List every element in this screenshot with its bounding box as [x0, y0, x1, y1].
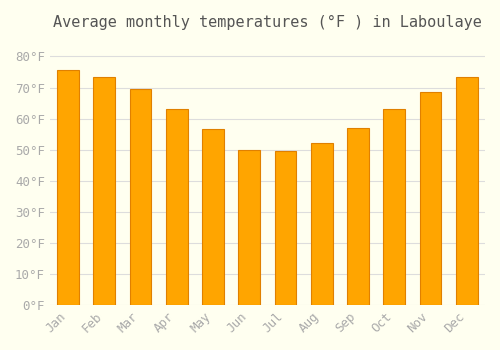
Bar [347, 128, 369, 305]
Bar [238, 150, 260, 305]
Bar [202, 130, 224, 305]
Bar [94, 77, 115, 305]
Bar [384, 109, 405, 305]
Bar [456, 77, 477, 305]
Title: Average monthly temperatures (°F ) in Laboulaye: Average monthly temperatures (°F ) in La… [53, 15, 482, 30]
Bar [311, 144, 332, 305]
Bar [420, 92, 442, 305]
Bar [166, 109, 188, 305]
Bar [130, 89, 152, 305]
Bar [274, 151, 296, 305]
Bar [57, 70, 79, 305]
